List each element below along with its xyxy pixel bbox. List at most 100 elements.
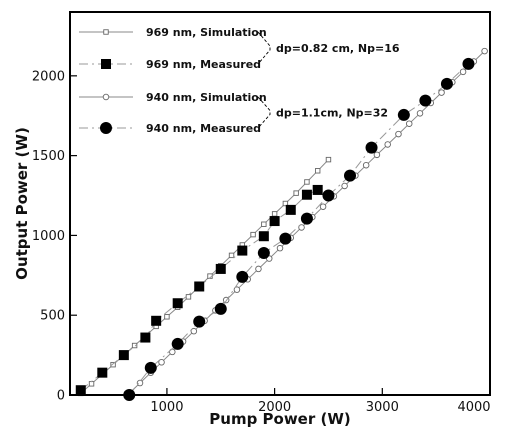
data-point	[88, 381, 95, 387]
data-point	[416, 110, 424, 117]
data-point	[312, 184, 323, 195]
series-2	[75, 184, 323, 396]
data-point	[140, 332, 151, 343]
data-point	[255, 265, 262, 273]
y-tick-label: 1500	[32, 149, 65, 164]
series-1	[78, 156, 332, 397]
data-point	[233, 286, 241, 293]
data-point	[325, 156, 332, 163]
data-point	[365, 141, 378, 154]
data-point	[158, 359, 165, 366]
legend-marker	[100, 122, 112, 134]
legend-entry: 969 nm, Simulation	[79, 26, 267, 39]
data-point	[228, 252, 235, 259]
data-point	[314, 168, 321, 174]
data-point	[384, 141, 391, 148]
legend-entry: 940 nm, Simulation	[79, 91, 267, 104]
data-point	[405, 120, 413, 127]
data-point	[282, 200, 289, 207]
data-point	[237, 245, 248, 256]
data-point	[279, 232, 292, 245]
group-annotation-label: dp=1.1cm, Np=32	[276, 107, 388, 120]
legend-label: 969 nm, Measured	[146, 58, 261, 71]
data-point	[193, 315, 206, 328]
data-point	[144, 361, 157, 374]
data-point	[298, 224, 305, 231]
data-point	[319, 203, 327, 210]
data-point	[214, 302, 227, 315]
plot-frame	[69, 11, 491, 396]
data-point	[397, 108, 410, 121]
data-point	[362, 161, 370, 169]
y-tick-label: 0	[57, 389, 65, 404]
data-point	[110, 361, 116, 368]
x-tick-label: 1000	[150, 400, 183, 415]
bracket-line	[257, 96, 271, 129]
data-point	[257, 246, 270, 259]
data-point	[462, 57, 475, 70]
data-point	[185, 294, 192, 300]
legend-entry: 940 nm, Measured	[79, 122, 261, 135]
data-point	[136, 379, 144, 387]
data-point	[395, 130, 402, 138]
data-point	[481, 47, 488, 55]
x-axis-title: Pump Power (W)	[209, 410, 350, 428]
x-tick-label: 4000	[457, 400, 490, 415]
y-axis-title: Output Power (W)	[13, 127, 31, 280]
data-point	[440, 77, 453, 90]
data-point	[164, 314, 170, 320]
data-point	[131, 342, 138, 349]
legend: 969 nm, Simulation 969 nm, Measured 940 nm…	[79, 26, 400, 135]
legend-label: 969 nm, Simulation	[146, 26, 267, 39]
y-tick-label: 1000	[32, 229, 65, 244]
series-line	[80, 159, 329, 394]
legend-label: 940 nm, Measured	[146, 122, 261, 135]
data-point	[344, 169, 356, 182]
data-point	[75, 385, 86, 396]
data-point	[215, 263, 226, 274]
group-annotation-label: dp=0.82 cm, Np=16	[276, 42, 400, 55]
data-point	[322, 189, 335, 202]
data-point	[419, 94, 432, 107]
data-point	[304, 179, 310, 185]
data-point	[236, 270, 249, 283]
data-point	[341, 182, 348, 190]
x-tick-label: 3000	[366, 400, 399, 415]
legend-label: 940 nm, Simulation	[146, 91, 267, 104]
ticks-layer: 1000 2000 3000 4000 0 500 1000 1500 2000	[32, 69, 491, 415]
series-layer	[75, 47, 488, 401]
data-point	[301, 189, 312, 200]
data-point	[438, 89, 445, 96]
y-tick-label: 2000	[32, 69, 65, 84]
legend-entry: 969 nm, Measured	[79, 58, 261, 71]
data-point	[459, 68, 467, 76]
bracket-line	[257, 31, 271, 65]
x-tick-label: 2000	[258, 400, 291, 415]
legend-group-annotation: dp=0.82 cm, Np=16	[257, 31, 400, 65]
y-tick-label: 500	[40, 309, 65, 324]
data-point	[118, 350, 129, 361]
data-point	[373, 151, 381, 159]
data-point	[190, 327, 198, 335]
legend-group-annotation: dp=1.1cm, Np=32	[257, 96, 388, 129]
data-point	[269, 216, 280, 227]
data-point	[194, 281, 205, 292]
data-point	[276, 244, 284, 252]
data-point	[172, 298, 183, 309]
data-point	[300, 212, 313, 225]
data-point	[258, 231, 269, 242]
legend-marker	[102, 93, 110, 101]
data-point	[261, 221, 267, 227]
series-line	[128, 63, 469, 396]
data-point	[293, 190, 299, 196]
legend-marker	[103, 29, 109, 35]
data-point	[250, 231, 256, 238]
data-point	[271, 211, 278, 217]
data-point	[171, 337, 184, 350]
series-4	[123, 57, 475, 401]
data-point	[151, 315, 162, 326]
data-point	[97, 367, 108, 378]
legend-marker	[101, 59, 111, 69]
data-point	[285, 204, 296, 215]
